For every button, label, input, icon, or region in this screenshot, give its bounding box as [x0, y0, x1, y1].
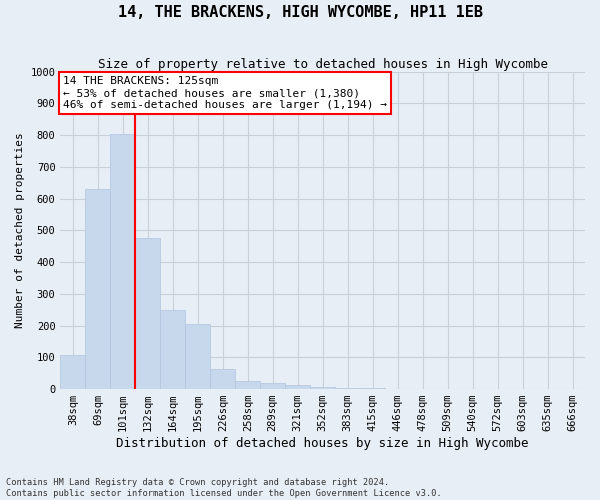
Text: 14 THE BRACKENS: 125sqm
← 53% of detached houses are smaller (1,380)
46% of semi: 14 THE BRACKENS: 125sqm ← 53% of detache…: [63, 76, 387, 110]
Bar: [136, 238, 160, 389]
Text: Contains HM Land Registry data © Crown copyright and database right 2024.
Contai: Contains HM Land Registry data © Crown c…: [6, 478, 442, 498]
Bar: [310, 386, 335, 389]
Title: Size of property relative to detached houses in High Wycombe: Size of property relative to detached ho…: [98, 58, 548, 70]
Bar: [185, 324, 210, 389]
Bar: [110, 134, 136, 389]
Bar: [210, 370, 235, 389]
Bar: [160, 310, 185, 389]
Text: 14, THE BRACKENS, HIGH WYCOMBE, HP11 1EB: 14, THE BRACKENS, HIGH WYCOMBE, HP11 1EB: [118, 5, 482, 20]
Bar: [61, 355, 85, 389]
Bar: [235, 381, 260, 389]
Bar: [85, 189, 110, 389]
Bar: [285, 386, 310, 389]
X-axis label: Distribution of detached houses by size in High Wycombe: Distribution of detached houses by size …: [116, 437, 529, 450]
Bar: [360, 388, 385, 389]
Y-axis label: Number of detached properties: Number of detached properties: [15, 132, 25, 328]
Bar: [335, 388, 360, 389]
Bar: [260, 384, 285, 389]
